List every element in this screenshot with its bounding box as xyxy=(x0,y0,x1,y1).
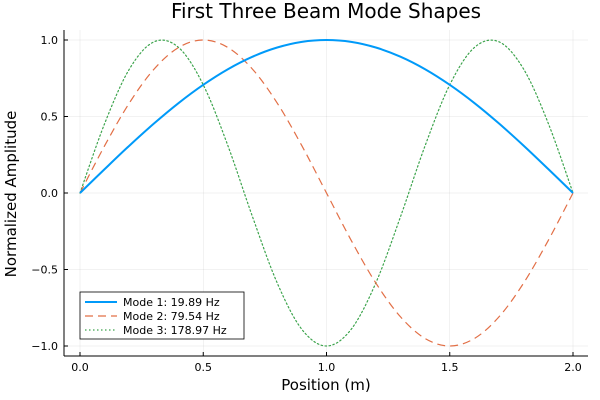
ticks: 0.0 0.5 1.0 1.5 2.0 −1.0 −0.5 0.0 0.5 1.0 xyxy=(31,34,581,374)
y-tick-label: −1.0 xyxy=(31,340,58,353)
y-tick-label: −0.5 xyxy=(31,264,58,277)
series-line-mode-3 xyxy=(79,39,574,347)
series-line-mode-1 xyxy=(79,38,574,194)
chart-title: First Three Beam Mode Shapes xyxy=(171,0,481,23)
x-tick-label: 2.0 xyxy=(564,361,582,374)
x-axis-title: Position (m) xyxy=(281,376,371,394)
legend-label-mode-2: Mode 2: 79.54 Hz xyxy=(123,310,220,323)
x-tick-label: 1.5 xyxy=(441,361,459,374)
series-line-mode-2 xyxy=(79,39,574,347)
legend-label-mode-3: Mode 3: 178.97 Hz xyxy=(123,324,227,337)
y-axis-title: Normalized Amplitude xyxy=(2,111,20,278)
y-tick-label: 0.5 xyxy=(41,111,59,124)
legend-box xyxy=(79,291,245,340)
y-tick-label: 0.0 xyxy=(41,187,59,200)
x-tick-label: 0.5 xyxy=(195,361,213,374)
x-tick-label: 1.0 xyxy=(318,361,336,374)
series-group xyxy=(79,38,574,347)
x-tick-label: 0.0 xyxy=(71,361,89,374)
y-tick-label: 1.0 xyxy=(41,34,59,47)
legend-label-mode-1: Mode 1: 19.89 Hz xyxy=(123,296,220,309)
